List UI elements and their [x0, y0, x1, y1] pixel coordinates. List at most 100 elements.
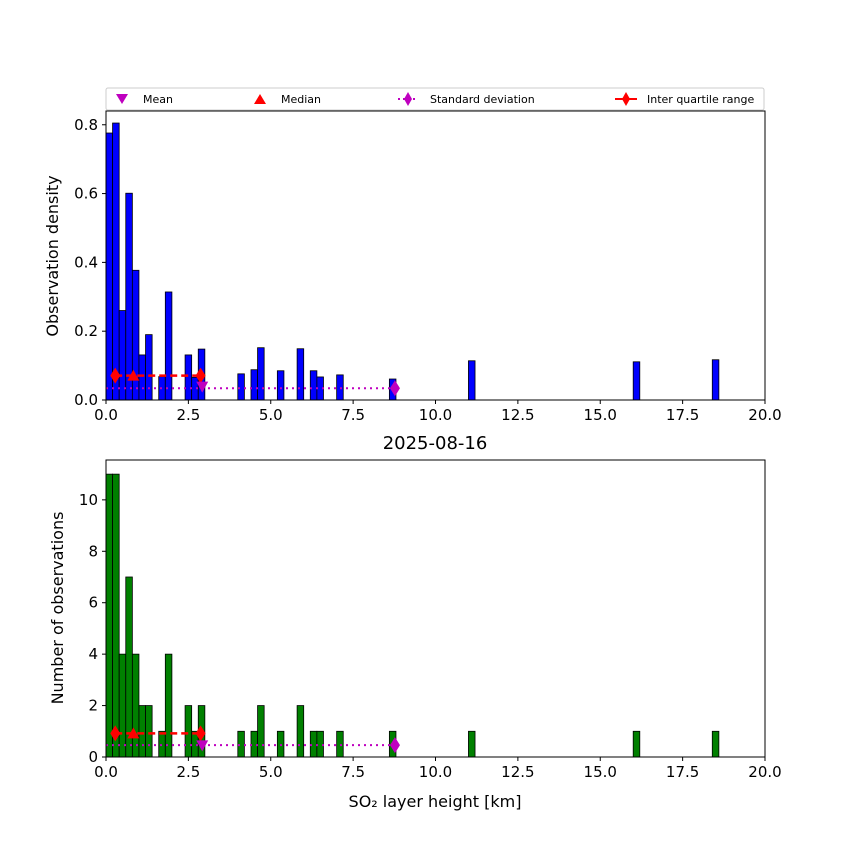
histogram-bar: [125, 576, 133, 758]
histogram-bar: [276, 730, 285, 758]
iqr-diamond-marker: [195, 725, 206, 742]
histogram-bar: [296, 348, 305, 401]
y-tick-label: 2: [88, 697, 98, 715]
legend-label-mean: Mean: [143, 93, 173, 106]
histogram-bar: [118, 310, 127, 401]
histogram-bar: [250, 369, 258, 401]
top-x-ticks: 0.0 2.5 5.0 7.5 10.0 12.5 15.0 17.5 20.0: [94, 400, 782, 424]
iqr-diamond-marker: [110, 725, 121, 742]
y-tick-label: 0: [88, 748, 98, 766]
histogram-bar: [237, 373, 245, 401]
histogram-bar: [468, 360, 476, 401]
top-statistics: [106, 367, 400, 397]
x-tick-label: 10.0: [419, 406, 452, 424]
y-tick-label: 0.8: [74, 116, 98, 134]
histogram-bar: [309, 370, 318, 401]
bottom-x-ticks: 0.0 2.5 5.0 7.5 10.0 12.5 15.0 17.5 20.0: [94, 757, 782, 781]
iqr-diamond-marker: [110, 367, 121, 384]
y-tick-label: 0.2: [74, 322, 98, 340]
panel-bottom-counts: 2025-08-16 0.0 2.5 5.0 7.5 10.0 12.5 15.0 17.5 2…: [48, 433, 782, 811]
y-tick-label: 0.4: [74, 253, 98, 271]
x-tick-label: 12.5: [501, 763, 534, 781]
histogram-bar: [112, 473, 120, 758]
histogram-bar: [118, 653, 127, 758]
histogram-bar: [336, 730, 344, 758]
x-tick-label: 2.5: [176, 406, 200, 424]
bottom-statistics: [106, 725, 400, 754]
x-tick-label: 2.5: [176, 763, 200, 781]
legend-label-iqr: Inter quartile range: [647, 93, 754, 106]
histogram-bar: [250, 730, 258, 758]
legend: Mean Median Standard deviation Inter qua…: [105, 87, 765, 111]
histogram-bar: [296, 705, 305, 758]
histogram-bar: [711, 359, 720, 401]
top-y-ticks: 0.0 0.2 0.4 0.6 0.8: [74, 116, 106, 409]
histogram-bar: [131, 653, 140, 758]
histogram-bar: [145, 705, 153, 758]
std-diamond-marker: [389, 737, 400, 754]
top-y-axis-label: Observation density: [43, 175, 62, 336]
x-tick-label: 17.5: [666, 763, 699, 781]
y-tick-label: 0.6: [74, 185, 98, 203]
legend-frame: [105, 87, 765, 111]
bottom-chart-title: 2025-08-16: [383, 433, 488, 454]
top-bars: [105, 122, 720, 401]
legend-median-icon: [254, 94, 266, 104]
y-tick-label: 4: [88, 645, 98, 663]
legend-std-diamond-icon: [404, 92, 412, 106]
histogram-bar: [237, 730, 245, 758]
x-tick-label: 5.0: [259, 406, 283, 424]
bottom-x-axis-label: SO₂ layer height [km]: [349, 792, 522, 811]
histogram-bar: [105, 473, 113, 758]
x-tick-label: 20.0: [748, 763, 781, 781]
bottom-y-axis-label: Number of observations: [48, 512, 67, 705]
histogram-bar: [336, 374, 344, 401]
legend-mean-icon: [116, 94, 128, 104]
histogram-bar: [632, 730, 641, 758]
histogram-bar: [138, 354, 146, 401]
median-marker: [127, 727, 140, 739]
legend-label-median: Median: [281, 93, 321, 106]
histogram-bar: [316, 730, 324, 758]
histogram-bar: [112, 122, 120, 401]
y-tick-label: 0.0: [74, 391, 98, 409]
histogram-bar: [125, 192, 133, 401]
bottom-bars: [105, 473, 720, 758]
histogram-bar: [105, 132, 113, 401]
legend-label-std: Standard deviation: [430, 93, 535, 106]
panel-top-density: 0.0 2.5 5.0 7.5 10.0 12.5 15.0 17.5 20.0 0.00.20…: [43, 110, 782, 424]
y-tick-label: 10: [79, 491, 98, 509]
y-tick-label: 8: [88, 542, 98, 560]
mean-marker: [196, 740, 209, 752]
x-tick-label: 0.0: [94, 406, 118, 424]
histogram-bar: [158, 376, 166, 401]
x-tick-label: 7.5: [341, 763, 365, 781]
histogram-bar: [711, 730, 720, 758]
histogram-bar: [184, 354, 193, 401]
y-tick-label: 6: [88, 594, 98, 612]
median-marker: [127, 369, 140, 381]
histogram-bar: [138, 705, 146, 758]
x-tick-label: 15.0: [584, 763, 617, 781]
x-tick-label: 17.5: [666, 406, 699, 424]
histogram-bar: [164, 291, 173, 401]
histogram-bar: [184, 705, 193, 758]
histogram-bar: [257, 347, 265, 401]
histogram-bar: [164, 653, 173, 758]
histogram-bar: [257, 705, 265, 758]
x-tick-label: 15.0: [584, 406, 617, 424]
legend-iqr-diamond-icon: [622, 92, 630, 106]
x-tick-label: 7.5: [341, 406, 365, 424]
histogram-bar: [276, 370, 285, 401]
std-diamond-marker: [389, 380, 400, 397]
bottom-y-ticks: 0 2 4 6 8 10: [79, 491, 106, 766]
x-tick-label: 12.5: [501, 406, 534, 424]
mean-marker: [196, 381, 209, 393]
histogram-bar: [309, 730, 318, 758]
histogram-bar: [632, 361, 641, 401]
histogram-bar: [158, 730, 166, 758]
x-tick-label: 20.0: [748, 406, 781, 424]
histogram-bar: [145, 334, 153, 401]
x-tick-label: 0.0: [94, 763, 118, 781]
